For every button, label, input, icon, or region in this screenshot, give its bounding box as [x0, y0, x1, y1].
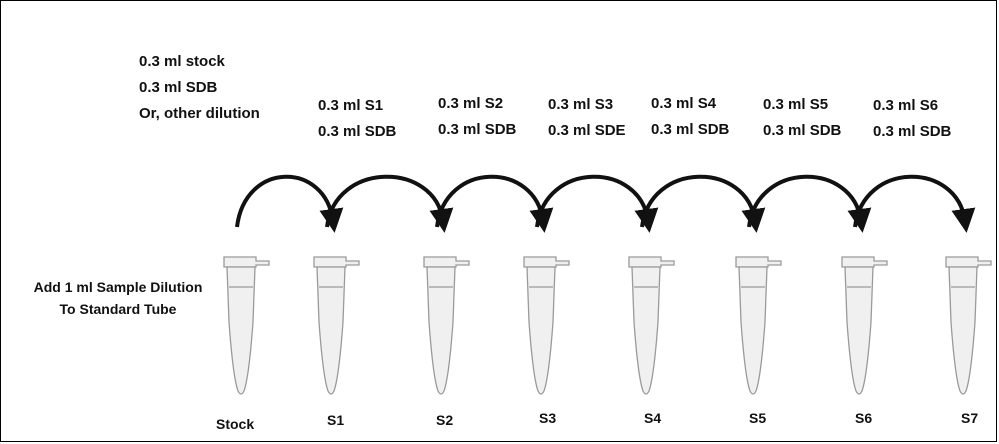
transfer-line2: 0.3 ml SDB — [763, 122, 842, 139]
transfer-line1: 0.3 ml S1 — [318, 97, 384, 114]
transfer-label-2: 0.3 ml S2 0.3 ml SDB — [438, 95, 516, 139]
stock-instructions-line3: Or, other dilution — [139, 105, 260, 122]
side-label-line1: Add 1 ml Sample Dilution — [33, 279, 203, 295]
transfer-line1: 0.3 ml S3 — [548, 96, 614, 113]
tube-s5 — [735, 256, 782, 395]
transfer-label-4: 0.3 ml S4 0.3 ml SDB — [651, 95, 729, 139]
transfer-label-3: 0.3 ml S3 0.3 ml SDE — [548, 96, 645, 140]
side-label: Add 1 ml Sample Dilution To Standard Tub… — [23, 278, 213, 318]
tube-label-s2: S2 — [436, 412, 454, 428]
stock-instructions: 0.3 ml stock 0.3 ml SDB Or, other diluti… — [139, 53, 260, 123]
tube-label-s4: S4 — [644, 410, 662, 426]
tube-label-s5: S5 — [749, 410, 767, 426]
transfer-line1: 0.3 ml S6 — [873, 97, 939, 114]
transfer-line2: 0.3 ml SDE — [548, 122, 626, 139]
transfer-line1: 0.3 ml S2 — [438, 95, 504, 112]
transfer-arrow-2 — [325, 174, 454, 233]
transfer-arrow-3 — [435, 174, 554, 233]
tube-stock — [223, 256, 270, 395]
transfer-arrow-4 — [535, 174, 659, 233]
tube-label-s3: S3 — [539, 410, 557, 426]
tube-label-s7: S7 — [961, 410, 979, 426]
transfer-line2: 0.3 ml SDB — [873, 123, 952, 140]
transfer-arrow-7 — [853, 174, 976, 233]
tube-label-s1: S1 — [327, 412, 345, 428]
stock-instructions-line1: 0.3 ml stock — [139, 53, 225, 70]
transfer-line2: 0.3 ml SDB — [318, 123, 397, 140]
transfer-label-5: 0.3 ml S5 0.3 ml SDB — [763, 96, 841, 140]
transfer-label-1: 0.3 ml S1 0.3 ml SDB — [318, 97, 396, 141]
transfer-line2: 0.3 ml SDB — [438, 121, 517, 138]
tube-s2 — [423, 256, 470, 395]
side-label-line2: To Standard Tube — [59, 301, 177, 317]
tube-s1 — [313, 256, 360, 395]
tube-s3 — [523, 256, 570, 395]
transfer-arrow-5 — [640, 174, 766, 233]
tube-s6 — [841, 256, 888, 395]
stock-instructions-line2: 0.3 ml SDB — [139, 79, 218, 96]
tube-label-stock: Stock — [216, 416, 255, 432]
transfer-arrow-6 — [747, 174, 872, 233]
tube-s7 — [945, 256, 992, 395]
tube-label-s6: S6 — [855, 410, 873, 426]
transfer-line1: 0.3 ml S5 — [763, 96, 829, 113]
transfer-arrow-1 — [235, 174, 344, 233]
transfer-line1: 0.3 ml S4 — [651, 95, 717, 112]
transfer-line2: 0.3 ml SDB — [651, 121, 730, 138]
tube-s4 — [628, 256, 675, 395]
transfer-label-6: 0.3 ml S6 0.3 ml SDB — [873, 97, 951, 141]
